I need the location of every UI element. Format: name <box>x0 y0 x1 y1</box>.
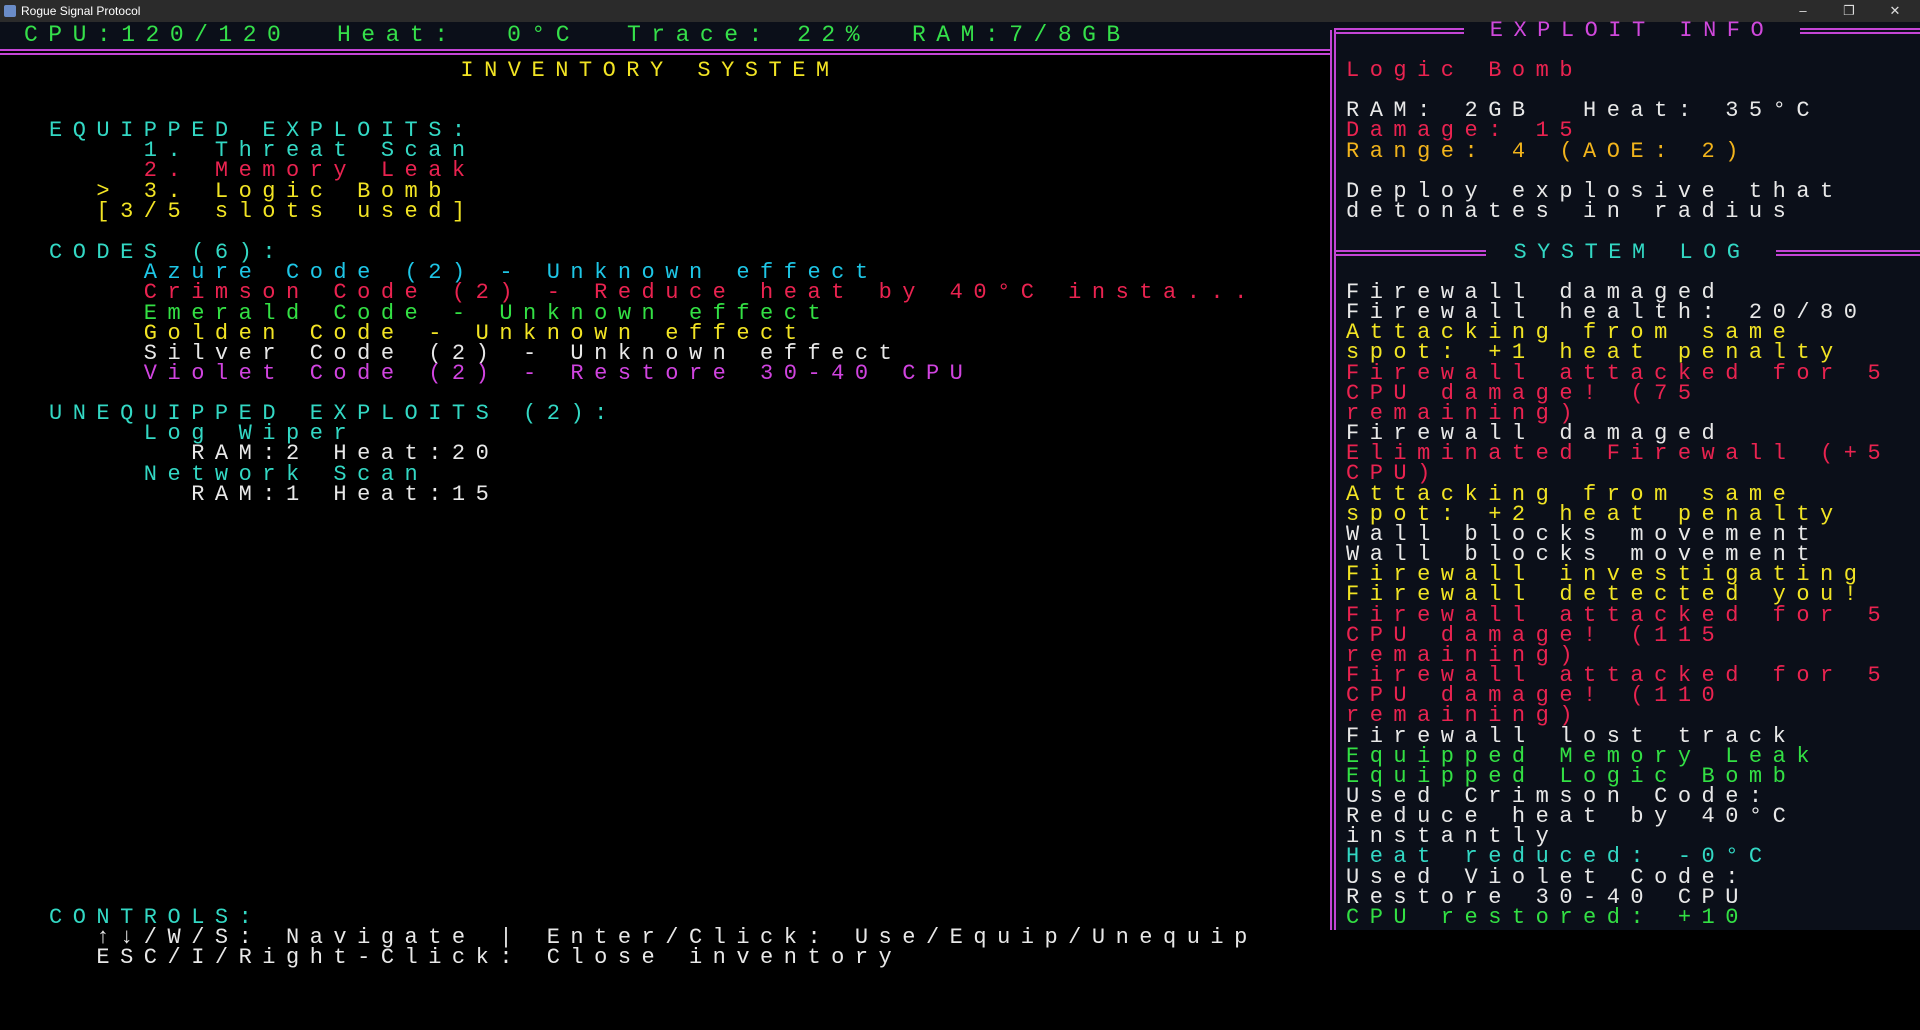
log-line: remaining) <box>1346 400 1584 426</box>
log-line: Firewall attacked for 5 <box>1346 360 1892 386</box>
log-line: Equipped Logic Bomb <box>1346 763 1797 789</box>
code-item[interactable]: Golden Code - Unknown effect <box>143 320 808 346</box>
log-line: Firewall lost track <box>1346 723 1797 749</box>
right-panel <box>1330 22 1920 930</box>
panel-border-left <box>1330 30 1336 930</box>
log-line: Eliminated Firewall (+5 <box>1346 441 1892 467</box>
exploit-description-line: Deploy explosive that <box>1346 179 1844 204</box>
equipped-exploit-item[interactable]: 1. Threat Scan <box>143 138 476 164</box>
app-icon <box>4 5 16 17</box>
unequipped-header: UNEQUIPPED EXPLOITS (2): <box>49 401 618 426</box>
heat-readout: Heat: 0°C <box>337 22 581 48</box>
log-line: remaining) <box>1346 703 1584 729</box>
log-line: Attacking from same <box>1346 481 1797 507</box>
controls-hint: ↑↓/W/S: Navigate | Enter/Click: Use/Equi… <box>96 925 1258 951</box>
log-line: Used Violet Code: <box>1346 864 1749 890</box>
equipped-header: EQUIPPED EXPLOITS: <box>49 118 476 143</box>
log-line: CPU) <box>1346 461 1441 487</box>
window-titlebar: Rogue Signal Protocol – ❐ ✕ <box>0 0 1920 22</box>
unequipped-exploit-item[interactable]: Log Wiper <box>143 421 358 447</box>
log-line: spot: +2 heat penalty <box>1346 501 1844 527</box>
minimize-button[interactable]: – <box>1799 3 1807 18</box>
log-line: spot: +1 heat penalty <box>1346 340 1844 366</box>
log-line: CPU damage! (110 <box>1346 683 1726 709</box>
close-button[interactable]: ✕ <box>1889 3 1901 18</box>
system-log-title: SYSTEM LOG <box>1513 240 1751 265</box>
exploit-damage: Damage: 15 <box>1346 118 1584 143</box>
log-line: CPU damage! (115 <box>1346 622 1726 648</box>
controls-hint: ESC/I/Right-Click: Close inventory <box>96 945 903 971</box>
inventory-title: INVENTORY SYSTEM <box>460 58 840 83</box>
system-log-border-left <box>1334 250 1486 256</box>
restore-button[interactable]: ❐ <box>1843 3 1855 18</box>
log-line: Attacking from same <box>1346 320 1797 346</box>
log-line: Heat reduced: -0°C <box>1346 844 1773 870</box>
log-line: Firewall attacked for 5 <box>1346 602 1892 628</box>
exploit-stats: RAM:1 Heat:15 <box>191 481 500 507</box>
exploit-stats: RAM:2 Heat:20 <box>191 441 500 467</box>
code-item[interactable]: Emerald Code - Unknown effect <box>143 300 832 326</box>
status-bar: CPU:120/120 Heat: 0°C Trace: 22% RAM:7/8… <box>0 22 1330 49</box>
log-line: Firewall investigating <box>1346 562 1868 588</box>
equipped-exploit-item[interactable]: 2. Memory Leak <box>143 158 476 184</box>
trace-readout: Trace: 22% <box>627 22 871 48</box>
log-line: instantly <box>1346 824 1560 850</box>
window-title: Rogue Signal Protocol <box>21 4 141 18</box>
log-line: Firewall health: 20/80 <box>1346 300 1868 326</box>
exploit-range: Range: 4 (AOE: 2) <box>1346 139 1749 164</box>
equipped-exploit-item[interactable]: > 3. Logic Bomb <box>96 178 452 204</box>
code-item[interactable]: Violet Code (2) - Restore 30-40 CPU <box>143 361 974 387</box>
log-line: Firewall damaged <box>1346 280 1726 305</box>
log-line: Wall blocks movement <box>1346 542 1821 568</box>
exploit-info-border-left <box>1334 28 1464 34</box>
log-line: Equipped Memory Leak <box>1346 743 1821 769</box>
exploit-info-border-right <box>1800 28 1920 34</box>
top-divider <box>0 49 1334 55</box>
log-line: Reduce heat by 40°C <box>1346 804 1797 830</box>
ram-readout: RAM:7/8GB <box>912 22 1131 48</box>
log-line: Firewall detected you! <box>1346 582 1868 608</box>
exploit-name: Logic Bomb <box>1346 58 1584 83</box>
code-item[interactable]: Azure Code (2) - Unknown effect <box>143 260 879 286</box>
code-item[interactable]: Silver Code (2) - Unknown effect <box>143 341 903 366</box>
exploit-ram-heat: RAM: 2GB Heat: 35°C <box>1346 98 1821 123</box>
log-line: CPU restored: +10 <box>1346 904 1749 930</box>
exploit-info-title: EXPLOIT INFO <box>1489 18 1775 43</box>
unequipped-exploit-item[interactable]: Network Scan <box>143 461 429 487</box>
log-line: CPU damage! (75 <box>1346 380 1702 406</box>
codes-header: CODES (6): <box>49 240 287 265</box>
log-line: Wall blocks movement <box>1346 521 1821 547</box>
log-line: Restore 30-40 CPU <box>1346 884 1749 910</box>
controls-header: CONTROLS: <box>49 905 263 930</box>
log-line: remaining) <box>1346 642 1584 668</box>
system-log-border-right <box>1776 250 1920 256</box>
exploit-description-line: detonates in radius <box>1346 199 1797 224</box>
log-line: Firewall attacked for 5 <box>1346 663 1892 689</box>
slots-used-label: [3/5 slots used] <box>96 198 476 224</box>
cpu-readout: CPU:120/120 <box>24 22 292 48</box>
code-item[interactable]: Crimson Code (2) - Reduce heat by 40°C i… <box>143 280 1258 306</box>
log-line: Firewall damaged <box>1346 421 1726 447</box>
log-line: Used Crimson Code: <box>1346 784 1773 809</box>
